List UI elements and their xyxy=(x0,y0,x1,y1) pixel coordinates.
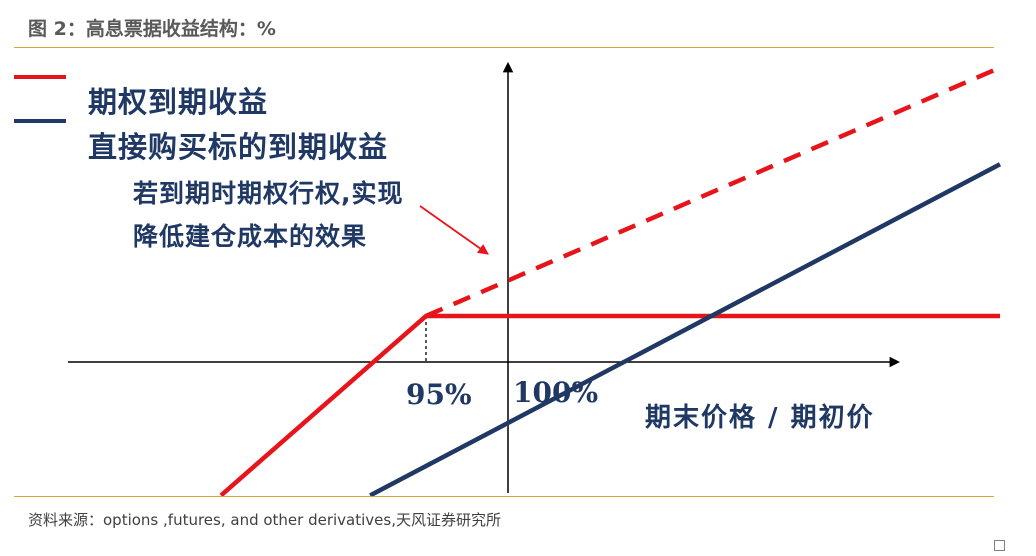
x-axis-label: 期末价格 / 期初价 xyxy=(645,403,875,433)
annotation-text: 若到期时期权行权,实现 降低建仓成本的效果 xyxy=(133,172,404,258)
figure-title: 图 2：高息票据收益结构：% xyxy=(28,18,276,40)
source-note: 资料来源：options ,futures, and other derivat… xyxy=(28,511,501,529)
annotation-arrow xyxy=(419,205,489,255)
option-payoff-line xyxy=(219,313,1000,498)
option-payoff-dashed-line xyxy=(425,65,1001,319)
annotation-line-1: 若到期时期权行权,实现 xyxy=(133,179,404,208)
resize-handle[interactable] xyxy=(994,540,1005,551)
bottom-divider xyxy=(14,496,994,497)
annotation-line-2: 降低建仓成本的效果 xyxy=(133,222,368,251)
tick-label-95: 95% xyxy=(406,378,472,411)
legend-label-underlying: 直接购买标的到期收益 xyxy=(88,130,389,164)
underlying-payoff-line xyxy=(369,162,1002,498)
legend-label-option: 期权到期收益 xyxy=(88,85,269,119)
top-divider xyxy=(14,47,994,48)
tick-label-100: 100% xyxy=(513,376,599,409)
